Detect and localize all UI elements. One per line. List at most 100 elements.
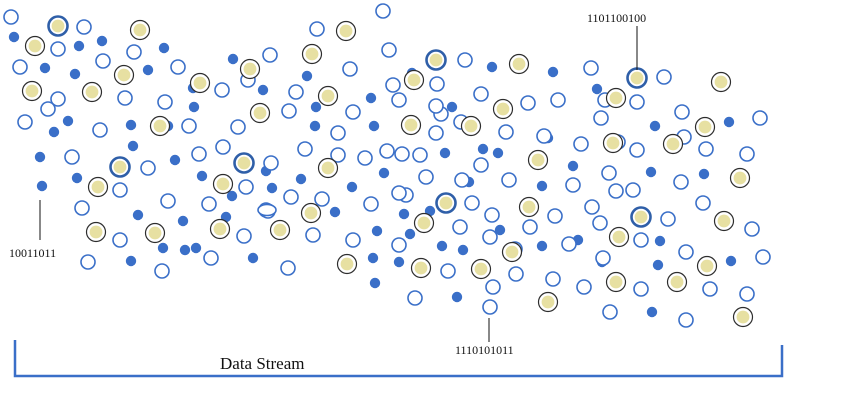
hollow-ring [117, 90, 133, 106]
gold-particle-core [237, 156, 251, 170]
hollow-ring [608, 183, 624, 199]
gold-particle-core [531, 153, 545, 167]
gold-particle-core [51, 19, 65, 33]
hollow-ring [484, 207, 500, 223]
hollow-ring [112, 232, 128, 248]
filled-dot [158, 42, 170, 54]
filled-dot [393, 256, 405, 268]
particle-field [3, 3, 771, 328]
filled-dot [142, 64, 154, 76]
filled-dot [494, 224, 506, 236]
hollow-ring [407, 290, 423, 306]
gold-particle-core [505, 245, 519, 259]
hollow-ring [485, 279, 501, 295]
filled-dot [446, 101, 458, 113]
filled-dot [8, 31, 20, 43]
filled-dot [369, 277, 381, 289]
hollow-ring [593, 110, 609, 126]
hollow-ring [363, 196, 379, 212]
filled-dot [654, 235, 666, 247]
hollow-ring [561, 236, 577, 252]
top-code-label: 1101100100 [587, 11, 646, 25]
gold-particle-core [28, 39, 42, 53]
hollow-ring [203, 250, 219, 266]
gold-particle-core [609, 275, 623, 289]
filled-dot [132, 209, 144, 221]
hollow-ring [428, 98, 444, 114]
hollow-ring [50, 41, 66, 57]
hollow-ring [673, 174, 689, 190]
filled-dot [36, 180, 48, 192]
hollow-ring [457, 52, 473, 68]
filled-dot [190, 242, 202, 254]
filled-dot [346, 181, 358, 193]
gold-particle-core [464, 119, 478, 133]
gold-particle-core [407, 73, 421, 87]
filled-dot [157, 242, 169, 254]
filled-dot [451, 291, 463, 303]
filled-dot [547, 66, 559, 78]
gold-particle-core [717, 214, 731, 228]
hollow-ring [482, 229, 498, 245]
hollow-ring [262, 47, 278, 63]
hollow-ring [454, 172, 470, 188]
hollow-ring [330, 125, 346, 141]
gold-particle-core [634, 210, 648, 224]
filled-dot [725, 255, 737, 267]
gold-particle-core [213, 222, 227, 236]
filled-dot [645, 166, 657, 178]
gold-particle-core [113, 160, 127, 174]
filled-dot [368, 120, 380, 132]
filled-dot [378, 167, 390, 179]
hollow-ring [64, 149, 80, 165]
hollow-ring [305, 227, 321, 243]
hollow-ring [602, 304, 618, 320]
hollow-ring [547, 208, 563, 224]
filled-dot [536, 180, 548, 192]
hollow-ring [536, 128, 552, 144]
gold-particle-core [25, 84, 39, 98]
hollow-ring [215, 139, 231, 155]
hollow-ring [678, 312, 694, 328]
filled-dot [196, 170, 208, 182]
hollow-ring [633, 281, 649, 297]
hollow-ring [297, 141, 313, 157]
hollow-ring [230, 119, 246, 135]
filled-dot [177, 215, 189, 227]
left-code-label: 10011011 [9, 246, 56, 260]
hollow-ring [342, 61, 358, 77]
filled-dot [48, 126, 60, 138]
gold-particle-core [339, 24, 353, 38]
hollow-ring [160, 193, 176, 209]
hollow-ring [428, 125, 444, 141]
gold-particle-core [340, 257, 354, 271]
filled-dot [127, 140, 139, 152]
hollow-ring [592, 215, 608, 231]
hollow-ring [629, 142, 645, 158]
gold-particle-core [700, 259, 714, 273]
hollow-ring [678, 244, 694, 260]
filled-dot [398, 208, 410, 220]
hollow-ring [674, 104, 690, 120]
filled-dot [169, 154, 181, 166]
hollow-ring [752, 110, 768, 126]
hollow-ring [12, 59, 28, 75]
filled-dot [698, 168, 710, 180]
hollow-ring [263, 155, 279, 171]
hollow-ring [601, 165, 617, 181]
filled-dot [125, 255, 137, 267]
hollow-ring [550, 92, 566, 108]
gold-particle-core [148, 226, 162, 240]
hollow-ring [452, 219, 468, 235]
filled-dot [226, 190, 238, 202]
filled-dot [125, 119, 137, 131]
hollow-ring [281, 103, 297, 119]
filled-dot [365, 92, 377, 104]
hollow-ring [418, 169, 434, 185]
gold-particle-core [243, 62, 257, 76]
filled-dot [723, 116, 735, 128]
hollow-ring [330, 147, 346, 163]
hollow-ring [112, 182, 128, 198]
gold-particle-core [606, 136, 620, 150]
stream-label: Data Stream [220, 354, 305, 373]
